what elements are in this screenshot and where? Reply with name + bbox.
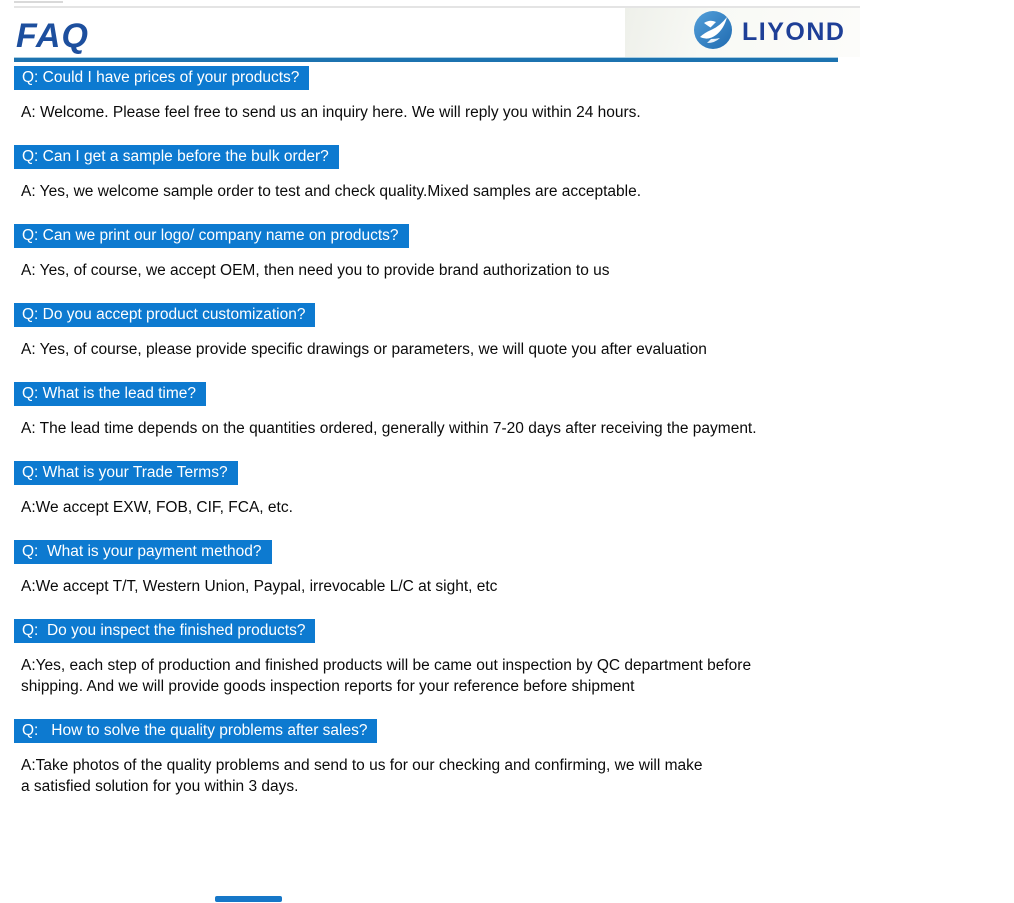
answer-line: A:Take photos of the quality problems an… — [21, 757, 703, 774]
bottom-accent-bar — [215, 896, 282, 902]
answer-text: A: Welcome. Please feel free to send us … — [14, 102, 1004, 123]
answer-line: A: Welcome. Please feel free to send us … — [21, 104, 641, 121]
faq-list: Q: Could I have prices of your products?… — [14, 66, 1004, 819]
answer-text: A: The lead time depends on the quantiti… — [14, 418, 1004, 439]
question-banner: Q: Can I get a sample before the bulk or… — [14, 145, 339, 169]
faq-item: Q: How to solve the quality problems aft… — [14, 719, 1004, 797]
faq-item: Q: What is your payment method? A:We acc… — [14, 540, 1004, 597]
faq-item: Q: Could I have prices of your products?… — [14, 66, 1004, 123]
question-banner: Q: What is your payment method? — [14, 540, 272, 564]
top-divider-short — [14, 1, 63, 3]
answer-text: A:We accept EXW, FOB, CIF, FCA, etc. — [14, 497, 1004, 518]
question-banner: Q: Do you accept product customization? — [14, 303, 316, 327]
faq-item: Q: Can I get a sample before the bulk or… — [14, 145, 1004, 202]
question-banner: Q: What is the lead time? — [14, 382, 207, 406]
answer-text: A:Take photos of the quality problems an… — [14, 755, 1004, 797]
answer-text: A:Yes, each step of production and finis… — [14, 655, 1004, 697]
top-divider-long — [14, 6, 860, 8]
answer-text: A: Yes, of course, we accept OEM, then n… — [14, 260, 1004, 281]
answer-line: A: Yes, of course, please provide specif… — [21, 341, 707, 358]
brand-name: LIYOND — [742, 18, 846, 46]
question-banner: Q: Do you inspect the finished products? — [14, 619, 316, 643]
answer-text: A: Yes, of course, please provide specif… — [14, 339, 1004, 360]
faq-item: Q: Do you inspect the finished products?… — [14, 619, 1004, 697]
brand-logo-strip: LIYOND — [625, 8, 860, 57]
answer-text: A:We accept T/T, Western Union, Paypal, … — [14, 576, 1004, 597]
question-banner: Q: How to solve the quality problems aft… — [14, 719, 378, 743]
question-banner: Q: Could I have prices of your products? — [14, 66, 310, 90]
answer-line: A: Yes, of course, we accept OEM, then n… — [21, 262, 610, 279]
answer-text: A: Yes, we welcome sample order to test … — [14, 181, 1004, 202]
answer-line: A:Yes, each step of production and finis… — [21, 657, 752, 674]
answer-line: A:We accept EXW, FOB, CIF, FCA, etc. — [21, 499, 293, 516]
question-banner: Q: Can we print our logo/ company name o… — [14, 224, 409, 248]
page-title: FAQ — [16, 17, 89, 55]
faq-item: Q: Do you accept product customization? … — [14, 303, 1004, 360]
question-banner: Q: What is your Trade Terms? — [14, 461, 238, 485]
faq-item: Q: What is the lead time? A: The lead ti… — [14, 382, 1004, 439]
faq-item: Q: Can we print our logo/ company name o… — [14, 224, 1004, 281]
faq-item: Q: What is your Trade Terms? A:We accept… — [14, 461, 1004, 518]
answer-line: A:We accept T/T, Western Union, Paypal, … — [21, 578, 498, 595]
answer-line: A: Yes, we welcome sample order to test … — [21, 183, 642, 200]
answer-line: shipping. And we will provide goods insp… — [21, 678, 635, 695]
answer-line: a satisfied solution for you within 3 da… — [21, 778, 299, 795]
liyond-swoosh-circle-icon — [693, 10, 733, 55]
header-underline — [14, 57, 838, 62]
answer-line: A: The lead time depends on the quantiti… — [21, 420, 757, 437]
